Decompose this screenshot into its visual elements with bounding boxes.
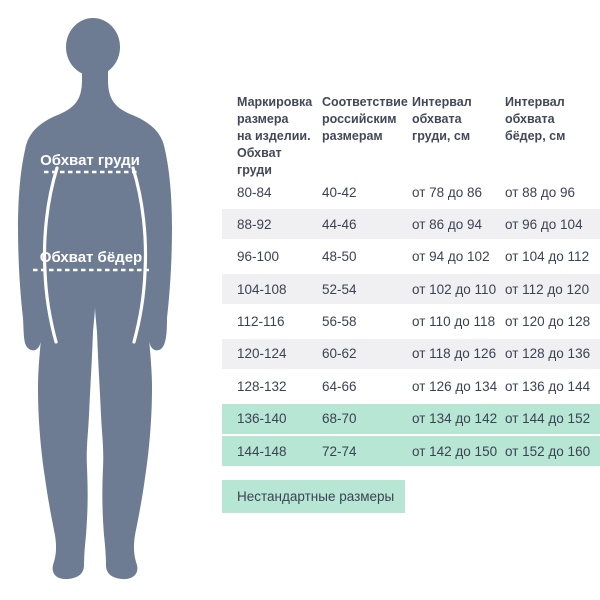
table-cell: 52-54 <box>322 281 357 297</box>
table-cell: 80-84 <box>237 184 272 200</box>
table-cell: от 104 до 112 <box>505 249 590 265</box>
table-cell: 40-42 <box>322 184 357 200</box>
table-cell: 120-124 <box>237 346 287 362</box>
table-cell: 68-70 <box>322 411 357 427</box>
table-row: 104-108 52-54 от 102 до 110 от 112 до 120 <box>222 274 600 305</box>
table-cell: от 110 до 118 <box>412 314 496 330</box>
hips-label: Обхват бёдер <box>40 249 142 266</box>
table-cell: от 126 до 134 <box>412 378 498 394</box>
table-cell: 44-46 <box>322 216 357 232</box>
body-silhouette-graphic: Обхват груди Обхват бёдер <box>18 18 172 580</box>
size-table-header: Маркировка размера на изделии. Обхват гр… <box>222 94 600 179</box>
table-row: 128-132 64-66 от 126 до 134 от 136 до 144 <box>222 371 600 402</box>
table-cell: от 120 до 128 <box>505 314 591 330</box>
table-row: 120-124 60-62 от 118 до 126 от 128 до 136 <box>222 338 600 369</box>
table-cell: 136-140 <box>237 411 287 427</box>
table-cell: от 144 до 152 <box>505 411 591 427</box>
right-arm-gap <box>131 166 148 344</box>
table-cell: 88-92 <box>237 216 272 232</box>
header-marking: Маркировка размера на изделии. Обхват гр… <box>237 95 313 177</box>
table-cell: от 134 до 142 <box>412 411 498 427</box>
size-table: Маркировка размера на изделии. Обхват гр… <box>222 0 600 600</box>
table-row: 136-140 68-70 от 134 до 142 от 144 до 152 <box>222 403 600 434</box>
table-cell: 128-132 <box>237 378 287 394</box>
table-row: 80-84 40-42 от 78 до 86 от 88 до 96 <box>222 177 600 207</box>
nonstandard-sizes-legend: Нестандартные размеры <box>222 480 405 513</box>
table-row: 96-100 48-50 от 94 до 102 от 104 до 112 <box>222 241 600 272</box>
header-hips-interval: Интервал обхвата бёдер, см <box>505 95 566 143</box>
legend-label: Нестандартные размеры <box>237 489 395 504</box>
table-cell: от 94 до 102 <box>412 249 490 265</box>
header-russian-size: Соответствие российским размерам <box>322 95 408 143</box>
table-cell: от 152 до 160 <box>505 443 591 459</box>
size-table-rows: 80-84 40-42 от 78 до 86 от 88 до 96 88-92 44-… <box>222 177 600 469</box>
left-arm-gap <box>42 166 59 344</box>
table-cell: 104-108 <box>237 281 287 297</box>
table-cell: от 88 до 96 <box>505 184 576 200</box>
table-cell: от 78 до 86 <box>412 184 483 200</box>
table-cell: 64-66 <box>322 378 357 394</box>
table-cell: 60-62 <box>322 346 357 362</box>
table-row: 112-116 56-58 от 110 до 118 от 120 до 128 <box>222 306 600 337</box>
table-row: 144-148 72-74 от 142 до 150 от 152 до 160 <box>222 436 600 467</box>
table-cell: от 128 до 136 <box>505 346 591 362</box>
table-cell: 56-58 <box>322 314 357 330</box>
table-cell: 96-100 <box>237 249 280 265</box>
chest-label: Обхват груди <box>40 152 140 169</box>
table-cell: от 112 до 120 <box>505 281 590 297</box>
body-shape <box>18 80 172 580</box>
header-chest-interval: Интервал обхвата груди, см <box>412 95 472 143</box>
table-cell: 72-74 <box>322 443 357 459</box>
table-cell: от 136 до 144 <box>505 378 591 394</box>
table-row: 88-92 44-46 от 86 до 94 от 96 до 104 <box>222 209 600 240</box>
table-cell: от 102 до 110 <box>412 281 497 297</box>
body-silhouette: Обхват груди Обхват бёдер <box>0 0 200 600</box>
table-cell: от 142 до 150 <box>412 443 498 459</box>
table-cell: 144-148 <box>237 443 287 459</box>
neck-shape <box>82 58 108 84</box>
table-cell: 112-116 <box>237 314 285 330</box>
table-cell: от 118 до 126 <box>412 346 497 362</box>
table-cell: от 86 до 94 <box>412 216 483 232</box>
table-cell: от 96 до 104 <box>505 216 583 232</box>
table-cell: 48-50 <box>322 249 357 265</box>
